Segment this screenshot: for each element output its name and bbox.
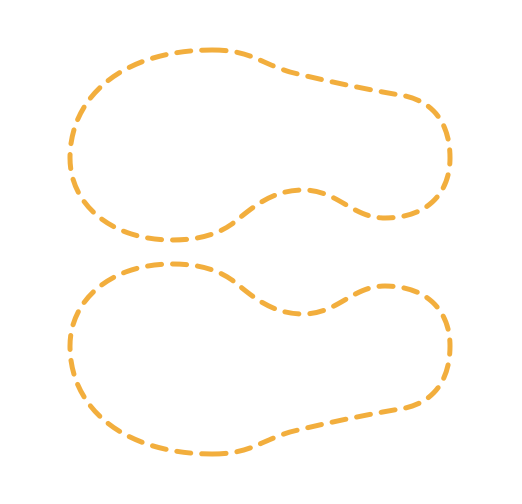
top-blob-outline bbox=[67, 47, 453, 243]
bottom-blob-outline bbox=[67, 261, 453, 457]
